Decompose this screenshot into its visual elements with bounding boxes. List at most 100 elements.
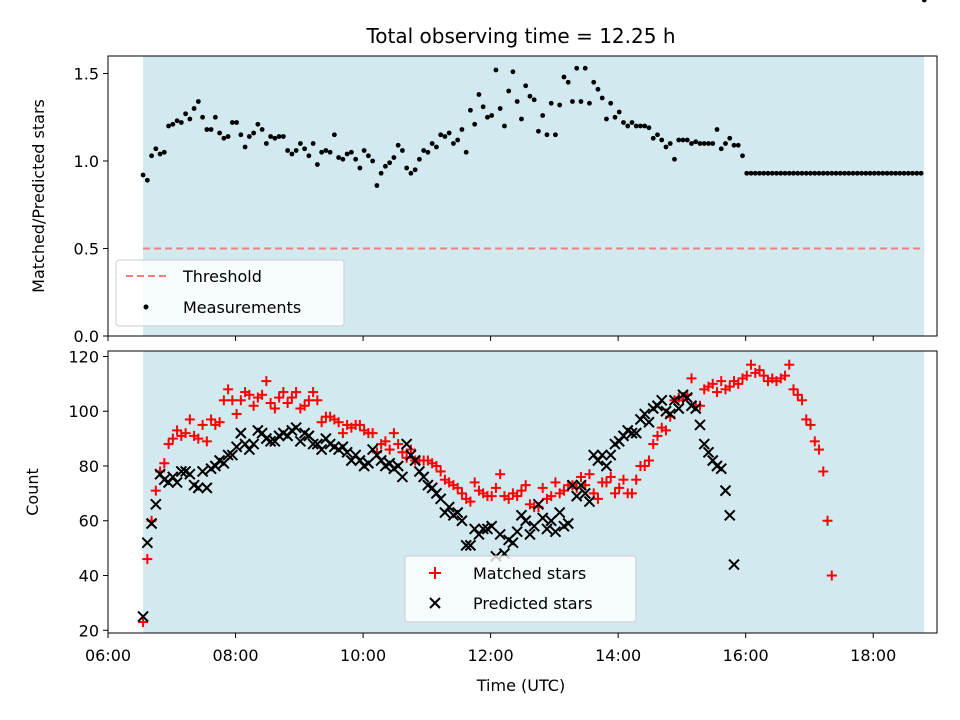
matched-star-point [180, 428, 191, 439]
matched-star-point [218, 395, 229, 406]
matched-star-point [257, 389, 268, 400]
matched-star-point [490, 482, 501, 493]
predicted-star-point [524, 528, 536, 541]
measurement-point [421, 148, 427, 153]
measurement-point [395, 142, 401, 148]
matched-star-point [486, 491, 497, 502]
measurement-point [655, 132, 660, 138]
measurement-point [527, 93, 533, 99]
legend-matched-swatch [429, 567, 441, 579]
matched-star-point [452, 482, 463, 493]
matched-star-point [278, 387, 289, 398]
matched-star-point [167, 433, 178, 444]
top-y-tick-label: 1.5 [74, 65, 99, 84]
measurement-point [833, 170, 839, 176]
matched-star-point [286, 392, 297, 403]
measurement-point [425, 149, 431, 155]
measurement-point [382, 163, 388, 169]
x-tick-label: 10:00 [340, 646, 386, 665]
matched-star-point [265, 398, 276, 409]
matched-star-point [652, 430, 663, 441]
predicted-star-point [218, 457, 230, 469]
predicted-star-point [702, 446, 715, 459]
matched-star-point [465, 496, 476, 507]
matched-star-point [312, 395, 323, 406]
measurement-point [174, 118, 180, 124]
predicted-star-point [184, 468, 196, 480]
measurement-point [374, 183, 380, 188]
measurement-point [408, 170, 414, 176]
measurement-point [625, 123, 631, 129]
predicted-star-point [494, 528, 506, 541]
top-y-axis: 0.0 0.5 1.0 1.5 [74, 65, 108, 346]
measurement-point [353, 156, 359, 162]
measurement-point [472, 121, 478, 127]
matched-star-point [609, 488, 620, 499]
measurement-point [578, 99, 584, 104]
x-tick-label: 16:00 [723, 646, 769, 665]
matched-star-point [201, 436, 212, 447]
predicted-star-point [396, 471, 409, 483]
measurement-point [455, 137, 461, 143]
measurement-point [633, 123, 639, 129]
measurement-point [604, 116, 609, 122]
measurement-point [242, 144, 248, 150]
predicted-star-point [451, 506, 464, 519]
measurement-point [144, 177, 150, 183]
matched-star-point [469, 477, 480, 488]
measurement-point [327, 149, 333, 155]
measurement-point [799, 170, 805, 176]
measurement-point [217, 130, 222, 136]
matched-star-point [235, 395, 246, 406]
measurement-point [548, 100, 554, 106]
measurement-point [212, 114, 218, 120]
measurement-point [697, 141, 703, 146]
measurement-point [642, 123, 648, 129]
predicted-star-point [600, 460, 613, 472]
matched-star-point [291, 387, 302, 398]
measurement-point [880, 170, 886, 176]
measurement-point [229, 120, 235, 125]
bottom-panel: 20 40 60 80 100 120 06:00 08:00 10:00 12:00 14:00… [23, 347, 938, 695]
matched-star-point [269, 403, 280, 414]
measurement-point [744, 170, 750, 176]
predicted-star-point [507, 536, 519, 549]
predicted-star-point [307, 438, 319, 450]
measurement-point [582, 65, 588, 71]
matched-star-point [707, 378, 718, 389]
measurement-point [259, 127, 265, 132]
bottom-y-axis-label: Count [23, 468, 42, 516]
matched-star-point [159, 458, 170, 469]
legend-predicted-label: Predicted stars [473, 594, 593, 613]
matched-star-point [512, 491, 523, 502]
measurement-point [183, 111, 188, 117]
measurement-point [718, 146, 724, 152]
bottom-y-axis: 20 40 60 80 100 120 [68, 347, 108, 640]
measurement-point [438, 132, 444, 138]
measurement-point [854, 170, 860, 176]
matched-star-point [801, 414, 812, 425]
bottom-x-axis: 06:00 08:00 10:00 12:00 14:00 16:00 18:00 [85, 633, 896, 665]
predicted-star-point [643, 416, 655, 428]
measurement-point [280, 134, 286, 139]
measurement-point [740, 153, 745, 159]
predicted-star-point [247, 438, 260, 450]
measurement-point [557, 102, 563, 108]
predicted-star-point [532, 498, 545, 511]
matched-star-point [626, 488, 637, 499]
measurement-point [166, 123, 171, 129]
predicted-star-point [724, 509, 736, 521]
matched-star-point [797, 395, 808, 406]
measurement-point [888, 170, 894, 176]
matched-star-point [558, 485, 569, 496]
top-y-tick-label: 0.0 [74, 327, 99, 346]
measurement-point [434, 144, 439, 150]
measurement-point [497, 106, 503, 111]
predicted-star-point [294, 435, 307, 448]
measurement-point [723, 141, 728, 146]
matched-star-point [354, 419, 365, 430]
measurement-point [361, 148, 367, 153]
predicted-star-point [196, 465, 209, 478]
measurement-point [795, 170, 801, 176]
matched-star-point [805, 419, 816, 430]
